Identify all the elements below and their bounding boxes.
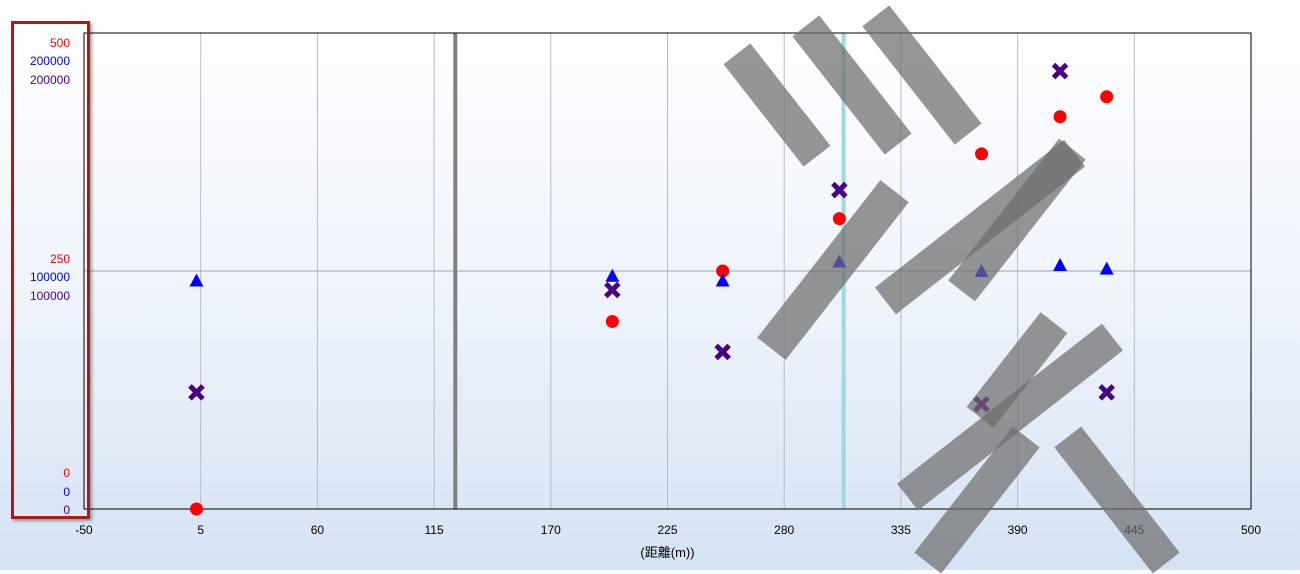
x-axis-title: (距離(m)) (640, 545, 694, 560)
x-tick-label: 390 (1008, 523, 1028, 537)
plot-border (83, 32, 1252, 510)
x-tick-label: 335 (891, 523, 911, 537)
x-tick-label: 170 (541, 523, 561, 537)
x-axis-ticks: -50560115170225280335390445500 (75, 523, 1261, 537)
x-tick-label: 115 (425, 523, 444, 537)
data-point-cross (1098, 384, 1115, 401)
y-tick-label: 200000 (30, 73, 70, 87)
data-point-triangle (1099, 261, 1114, 275)
data-point-circle (1053, 110, 1067, 124)
x-tick-label: 225 (657, 523, 677, 537)
data-point-cross (714, 343, 731, 361)
data-point-circle (605, 314, 619, 328)
y-tick-label: 0 (63, 466, 70, 480)
y-axis-highlight-box (11, 21, 90, 519)
data-point-circle (716, 264, 730, 278)
y-tick-label: 100000 (30, 289, 70, 303)
y-tick-label: 100000 (30, 270, 70, 284)
y-tick-label: 0 (63, 485, 70, 499)
data-point-cross (604, 281, 621, 299)
x-tick-label: 60 (311, 523, 325, 537)
data-point-cross (188, 384, 205, 401)
data-point-triangle (189, 273, 204, 287)
data-point-circle (189, 502, 203, 516)
data-point-cross (831, 181, 848, 199)
y-tick-label: 0 (63, 503, 70, 517)
y-tick-label: 250 (50, 252, 70, 266)
y-axis-ticks: 0 250 500 0 100000 200000 0 100000 200000 (30, 36, 70, 517)
data-point-cross (1051, 62, 1069, 80)
x-tick-label: 280 (774, 523, 794, 537)
x-tick-label: -50 (75, 523, 93, 537)
x-tick-label: 5 (197, 523, 204, 537)
data-point-circle (832, 212, 846, 226)
data-point-circle (975, 147, 989, 161)
data-point-triangle (715, 273, 730, 287)
y-tick-label: 200000 (30, 54, 70, 68)
data-point-triangle (605, 268, 620, 282)
data-point-triangle (1053, 258, 1068, 272)
x-tick-label: 500 (1241, 523, 1261, 537)
data-point-circle (1100, 90, 1114, 104)
y-tick-label: 500 (50, 36, 70, 50)
